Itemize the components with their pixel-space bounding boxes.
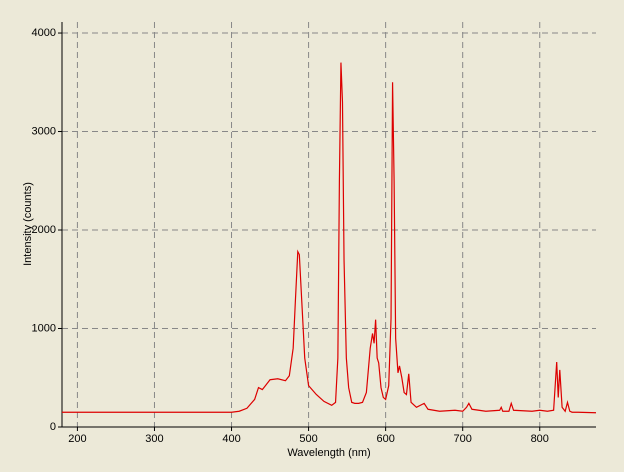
x-tick-label: 200 [68, 433, 86, 445]
y-tick-label: 0 [50, 421, 56, 433]
x-tick-label: 500 [299, 433, 317, 445]
y-tick-label: 4000 [32, 27, 56, 39]
y-tick-label: 1000 [32, 322, 56, 334]
y-axis-label: Intensity (counts) [22, 182, 34, 266]
x-tick-label: 300 [145, 433, 163, 445]
x-tick-label: 400 [222, 433, 240, 445]
spectrum-line [62, 62, 597, 414]
y-tick-label: 3000 [32, 125, 56, 137]
x-tick-label: 600 [376, 433, 394, 445]
y-tick-label: 2000 [32, 224, 56, 236]
x-tick-label: 800 [531, 433, 549, 445]
x-axis-label: Wavelength (nm) [287, 447, 370, 459]
x-tick-label: 700 [454, 433, 472, 445]
